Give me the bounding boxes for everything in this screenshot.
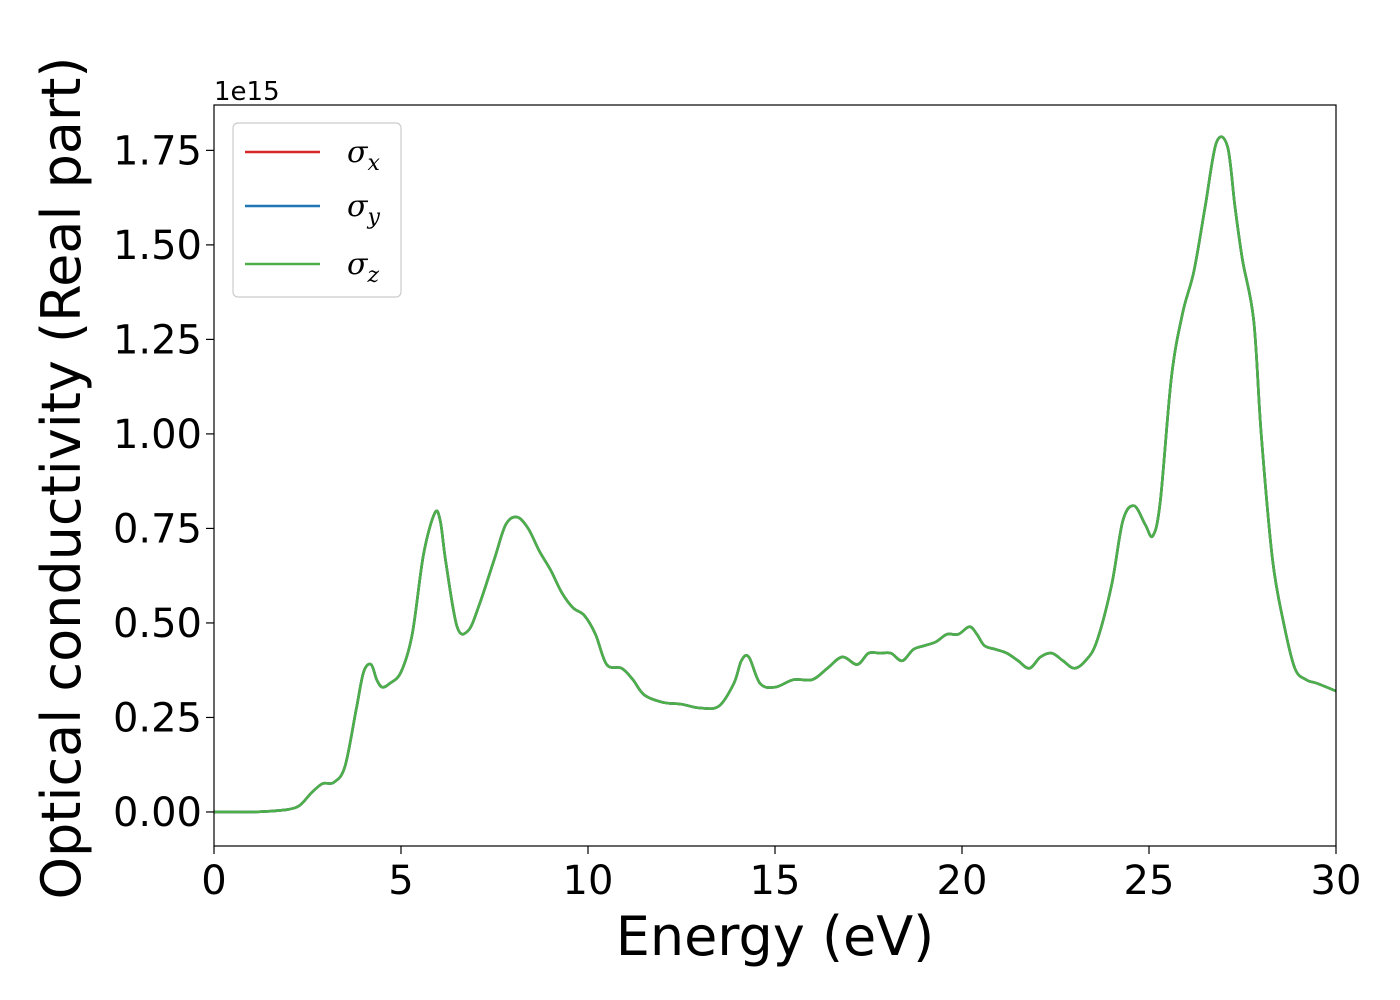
legend-label-sigma-y: σy [347, 189, 380, 230]
y-tick-label: 1.75 [113, 128, 202, 174]
x-tick-label: 15 [750, 858, 801, 904]
x-tick-label: 5 [388, 858, 413, 904]
x-tick-label: 20 [937, 858, 988, 904]
y-tick-label: 1.25 [113, 317, 202, 363]
legend: σx σy σz [232, 122, 402, 298]
y-tick-label: 0.00 [113, 790, 202, 836]
legend-frame [232, 122, 402, 298]
y-tick-label: 0.25 [113, 695, 202, 741]
series-layer [214, 135, 1337, 814]
y-tick-label: 0.50 [113, 601, 202, 647]
x-axis-label: Energy (eV) [616, 905, 935, 968]
series-line-sigma-z [214, 135, 1337, 814]
legend-label-sigma-z: σz [347, 247, 379, 288]
x-tick-label: 10 [563, 858, 614, 904]
y-axis-label: Optical conductivity (Real part) [30, 57, 93, 900]
y-tick-label: 0.75 [113, 506, 202, 552]
x-tick-label: 30 [1311, 858, 1362, 904]
legend-label-sigma-x: σx [347, 135, 380, 176]
y-tick-label: 1.00 [113, 412, 202, 458]
x-axis: 0 5 10 15 20 25 30 [201, 846, 1361, 904]
x-tick-label: 25 [1124, 858, 1175, 904]
y-offset-label: 1e15 [214, 77, 280, 107]
x-tick-label: 0 [201, 858, 226, 904]
y-tick-label: 1.50 [113, 223, 202, 269]
y-axis: 0.00 0.25 0.50 0.75 1.00 1.25 1.50 1.75 [113, 128, 214, 836]
